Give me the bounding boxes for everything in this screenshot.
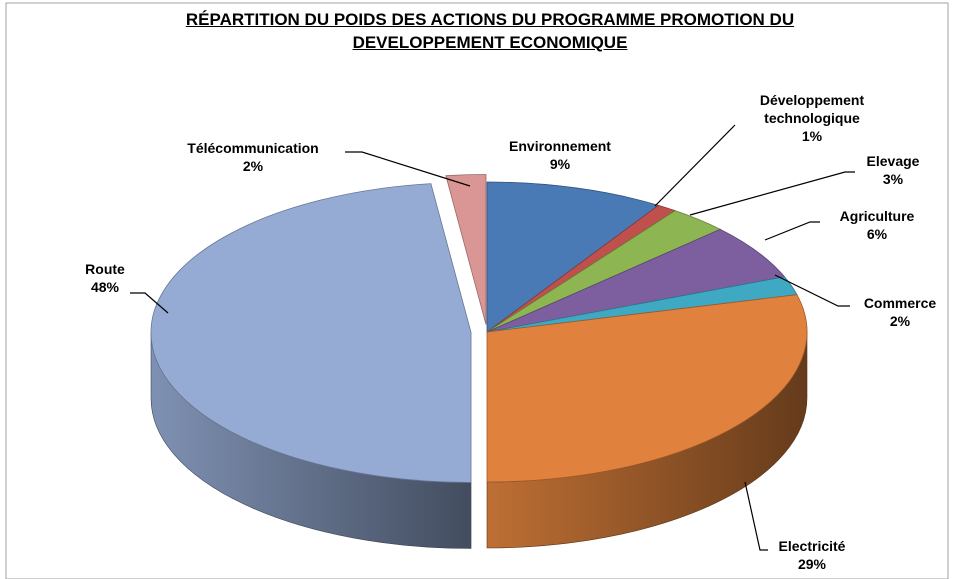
slice [486,228,786,333]
slice [486,294,808,483]
slice [445,174,487,325]
leader-line [345,151,471,187]
slice-label: Route 48% [65,260,145,296]
slice-value: 29% [797,556,827,572]
leader-line [774,274,850,307]
slice-name: Route [85,261,125,277]
slice-name: Electricité [778,538,846,554]
slice-name: Commerce [863,295,937,311]
leader-line [689,171,855,216]
slice-name: Développement technologique [759,92,865,126]
chart-title: RÉPARTITION DU POIDS DES ACTIONS DU PROG… [185,10,795,52]
slice-label: Télécommunication 2% [173,139,333,175]
pie [150,174,808,549]
slice-name: Elevage [866,153,920,169]
slice-name: Télécommunication [187,140,319,156]
slice-value: 2% [889,313,911,329]
slice [150,183,472,483]
slice-value: 1% [801,128,823,144]
leader-line [654,124,736,207]
slice-value: 2% [242,158,264,174]
slice [486,181,660,333]
leader-line [744,481,768,551]
slice-label: Développement technologique 1% [737,91,887,145]
slice-label: Elevage 3% [843,152,943,188]
slice-label: Commerce 2% [845,294,955,330]
slice-label: Environnement 9% [485,137,635,173]
slice-value: 3% [882,171,904,187]
slice-value: 6% [866,226,888,242]
slice-label: Agriculture 6% [822,207,932,243]
slice-label: Electricité 29% [757,537,867,573]
leader-line [130,292,169,314]
slice-value: 9% [549,156,571,172]
slice-name: Environnement [509,138,611,154]
slice-name: Agriculture [839,208,915,224]
leader-lines [130,124,855,551]
chart-border [5,2,949,579]
leader-line [764,221,820,241]
slice-value: 48% [90,279,120,295]
